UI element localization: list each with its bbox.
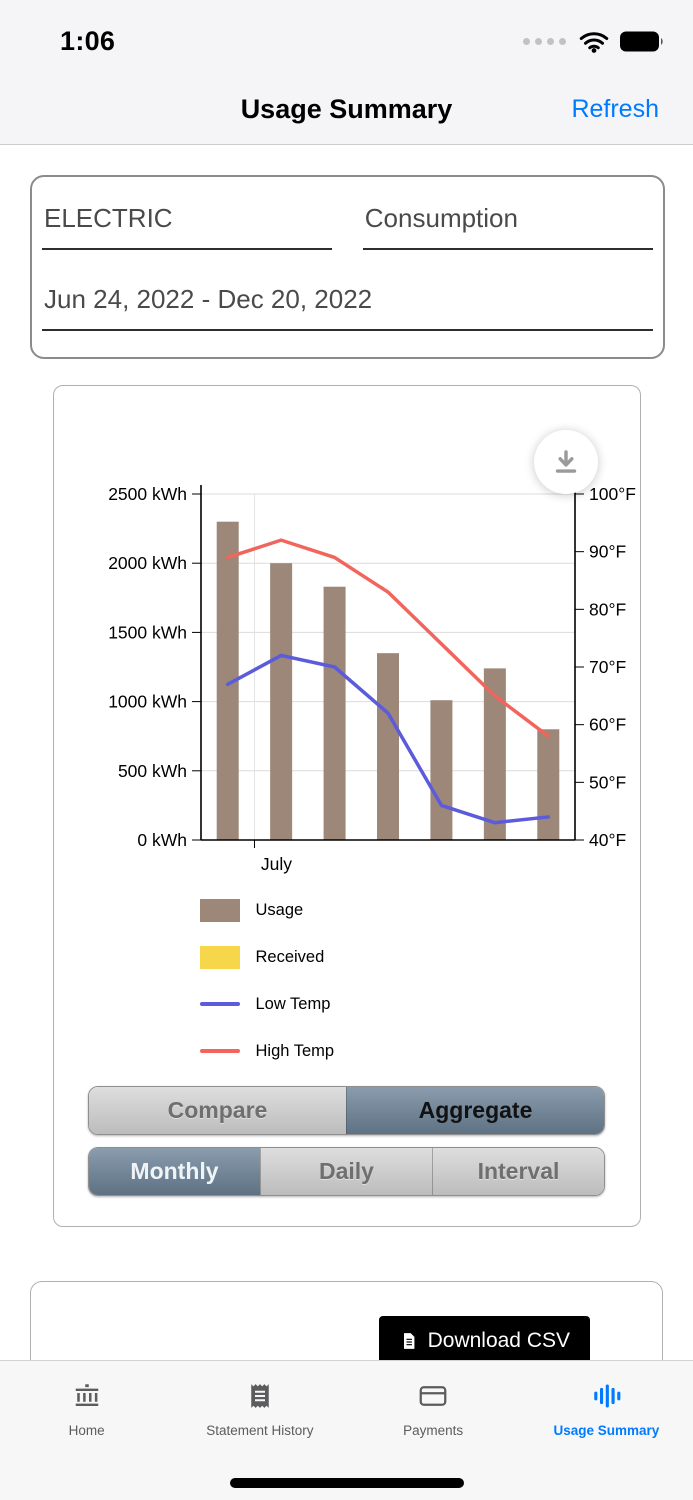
legend-item-high-temp[interactable]: High Temp [199, 1039, 640, 1063]
tab-home[interactable]: Home [0, 1381, 173, 1500]
svg-text:2500 kWh: 2500 kWh [108, 484, 187, 504]
svg-text:July: July [260, 854, 291, 874]
chart-card: 0 kWh 500 kWh 1000 kWh 1500 kWh 2000 kWh 2500… [52, 385, 641, 1227]
navigation-bar: Usage Summary Refresh [0, 74, 693, 144]
tab-payments[interactable]: Payments [347, 1381, 520, 1500]
receipt-icon [251, 1384, 269, 1408]
status-bar: 1:06 [0, 0, 693, 74]
filter-row: ELECTRIC Consumption [42, 201, 653, 250]
svg-text:100°F: 100°F [589, 484, 636, 504]
compare-button[interactable]: Compare [89, 1087, 346, 1134]
view-mode-segmented-control: Compare Aggregate [88, 1086, 605, 1135]
home-indicator[interactable] [229, 1478, 464, 1488]
svg-text:2000 kWh: 2000 kWh [108, 553, 187, 573]
refresh-button[interactable]: Refresh [571, 94, 659, 123]
download-csv-label: Download CSV [427, 1329, 570, 1352]
tab-usage-summary[interactable]: Usage Summary [520, 1381, 693, 1500]
page-title: Usage Summary [240, 93, 453, 124]
tab-label: Payments [403, 1423, 464, 1438]
legend-item-received[interactable]: Received [199, 945, 640, 969]
legend-item-low-temp[interactable]: Low Temp [199, 992, 640, 1016]
svg-text:1500 kWh: 1500 kWh [108, 622, 187, 642]
legend-swatch [199, 898, 240, 922]
granularity-segmented-control: Monthly Daily Interval [88, 1147, 605, 1196]
tab-statement-history[interactable]: Statement History [173, 1381, 346, 1500]
svg-text:80°F: 80°F [589, 599, 626, 619]
monthly-button[interactable]: Monthly [89, 1148, 260, 1195]
svg-text:40°F: 40°F [589, 830, 626, 850]
top-chrome: 1:06 Usage Summary Refres [0, 0, 693, 145]
download-arrow-icon [555, 450, 576, 473]
chart-legend: Usage Received Low Temp High Temp [199, 898, 640, 1063]
svg-text:70°F: 70°F [589, 657, 626, 677]
aggregate-button[interactable]: Aggregate [346, 1087, 604, 1134]
legend-label: High Temp [255, 1041, 335, 1060]
battery-icon [620, 31, 663, 51]
daily-button[interactable]: Daily [260, 1148, 432, 1195]
svg-text:50°F: 50°F [589, 772, 626, 792]
bank-icon [75, 1384, 98, 1406]
legend-swatch [199, 1002, 240, 1006]
tab-bar: Home Statement History Payments [0, 1360, 693, 1500]
filter-card: ELECTRIC Consumption Jun 24, 2022 - Dec … [30, 175, 665, 359]
legend-swatch [199, 945, 240, 969]
chart-export-button[interactable] [533, 430, 598, 494]
service-type-selector[interactable]: ELECTRIC [42, 201, 333, 250]
legend-label: Low Temp [255, 994, 331, 1013]
svg-text:1000 kWh: 1000 kWh [108, 692, 187, 712]
legend-label: Received [255, 947, 325, 966]
svg-text:90°F: 90°F [589, 542, 626, 562]
svg-text:500 kWh: 500 kWh [117, 761, 186, 781]
download-csv-button[interactable]: Download CSV [378, 1316, 590, 1366]
legend-swatch [199, 1049, 240, 1053]
svg-text:60°F: 60°F [589, 715, 626, 735]
legend-label: Usage [255, 900, 304, 919]
svg-text:0 kWh: 0 kWh [137, 830, 187, 850]
clock-time: 1:06 [60, 25, 116, 56]
status-icons [523, 30, 665, 53]
legend-item-usage[interactable]: Usage [199, 898, 640, 922]
reading-type-selector[interactable]: Consumption [362, 201, 653, 250]
credit-card-icon [419, 1386, 447, 1406]
cellular-signal-icon [523, 37, 566, 45]
interval-button[interactable]: Interval [432, 1148, 604, 1195]
document-icon [403, 1333, 415, 1349]
usage-chart-icon [594, 1384, 621, 1408]
date-range-selector[interactable]: Jun 24, 2022 - Dec 20, 2022 [42, 282, 653, 331]
tab-label: Home [68, 1423, 105, 1438]
wifi-icon [579, 31, 609, 53]
tab-label: Statement History [206, 1423, 314, 1438]
usage-temperature-chart: 0 kWh 500 kWh 1000 kWh 1500 kWh 2000 kWh 2500… [108, 484, 636, 874]
tab-label: Usage Summary [553, 1423, 660, 1438]
